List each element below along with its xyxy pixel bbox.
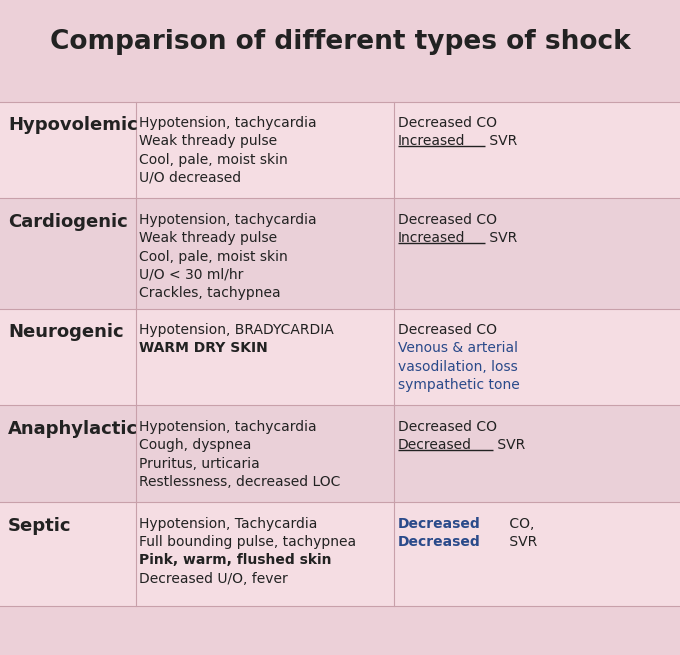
Text: Decreased: Decreased <box>398 535 481 549</box>
Text: Hypovolemic: Hypovolemic <box>8 116 138 134</box>
Text: Neurogenic: Neurogenic <box>8 323 124 341</box>
Text: Decreased: Decreased <box>398 438 472 452</box>
Text: Cool, pale, moist skin: Cool, pale, moist skin <box>139 153 288 166</box>
Text: Hypotension, tachycardia: Hypotension, tachycardia <box>139 116 317 130</box>
Text: sympathetic tone: sympathetic tone <box>398 378 520 392</box>
Text: SVR: SVR <box>493 438 526 452</box>
Text: Cough, dyspnea: Cough, dyspnea <box>139 438 252 452</box>
Bar <box>0 198 680 309</box>
Text: SVR: SVR <box>505 535 537 549</box>
Text: Weak thready pulse: Weak thready pulse <box>139 231 277 245</box>
Text: Decreased U/O, fever: Decreased U/O, fever <box>139 572 288 586</box>
Text: SVR: SVR <box>485 231 517 245</box>
Text: Cool, pale, moist skin: Cool, pale, moist skin <box>139 250 288 263</box>
Text: U/O < 30 ml/hr: U/O < 30 ml/hr <box>139 268 243 282</box>
Bar <box>0 405 680 502</box>
Text: Decreased CO: Decreased CO <box>398 116 497 130</box>
Text: Weak thready pulse: Weak thready pulse <box>139 134 277 148</box>
Bar <box>0 102 680 198</box>
Text: Decreased: Decreased <box>398 517 481 531</box>
Text: Decreased CO: Decreased CO <box>398 323 497 337</box>
Bar <box>0 309 680 405</box>
Text: Venous & arterial: Venous & arterial <box>398 341 517 355</box>
Text: Hypotension, BRADYCARDIA: Hypotension, BRADYCARDIA <box>139 323 334 337</box>
Text: Restlessness, decreased LOC: Restlessness, decreased LOC <box>139 475 341 489</box>
Text: WARM DRY SKIN: WARM DRY SKIN <box>139 341 268 355</box>
Text: vasodilation, loss: vasodilation, loss <box>398 360 517 373</box>
Text: SVR: SVR <box>485 134 517 148</box>
Text: Full bounding pulse, tachypnea: Full bounding pulse, tachypnea <box>139 535 356 549</box>
Text: Increased: Increased <box>398 134 465 148</box>
Text: Septic: Septic <box>8 517 71 534</box>
Bar <box>0 502 680 606</box>
Text: U/O decreased: U/O decreased <box>139 171 241 185</box>
Text: Hypotension, tachycardia: Hypotension, tachycardia <box>139 420 317 434</box>
Text: Crackles, tachypnea: Crackles, tachypnea <box>139 286 281 300</box>
Text: Decreased CO: Decreased CO <box>398 420 497 434</box>
Text: Hypotension, tachycardia: Hypotension, tachycardia <box>139 213 317 227</box>
Text: Increased: Increased <box>398 231 465 245</box>
Text: Comparison of different types of shock: Comparison of different types of shock <box>50 29 630 56</box>
Text: Hypotension, Tachycardia: Hypotension, Tachycardia <box>139 517 318 531</box>
Text: Anaphylactic: Anaphylactic <box>8 420 138 438</box>
Text: CO,: CO, <box>505 517 534 531</box>
Text: Cardiogenic: Cardiogenic <box>8 213 128 231</box>
Text: Decreased CO: Decreased CO <box>398 213 497 227</box>
Text: Pruritus, urticaria: Pruritus, urticaria <box>139 457 260 470</box>
Text: Pink, warm, flushed skin: Pink, warm, flushed skin <box>139 553 332 567</box>
